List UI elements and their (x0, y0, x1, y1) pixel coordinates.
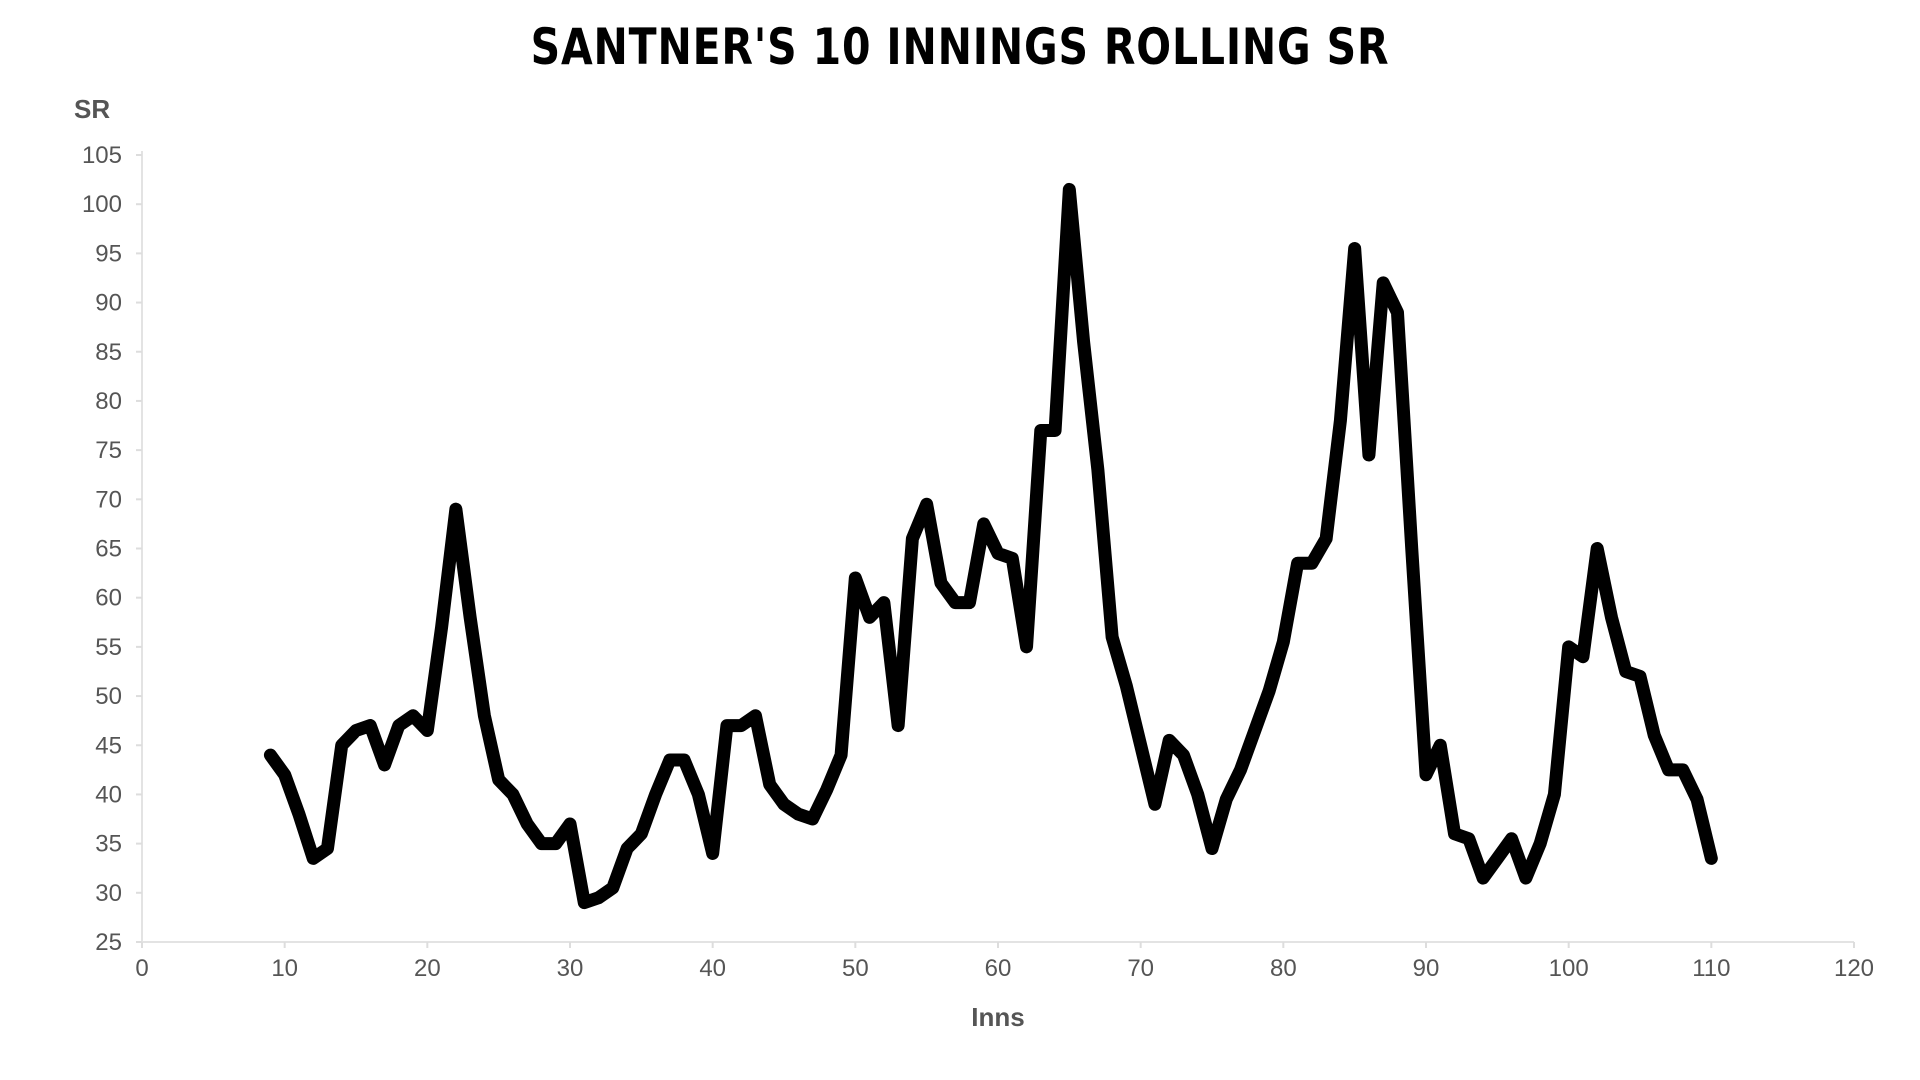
x-tick-label: 110 (1692, 955, 1730, 982)
y-tick-label: 45 (95, 732, 122, 759)
x-tick-label: 70 (1127, 955, 1154, 982)
x-tick-label: 20 (414, 955, 441, 982)
x-tick-label: 120 (1834, 955, 1874, 982)
x-tick-label: 80 (1270, 955, 1297, 982)
y-tick-label: 80 (95, 388, 122, 415)
y-tick-label: 65 (95, 536, 122, 563)
y-tick-label: 25 (95, 929, 122, 956)
x-tick-label: 30 (557, 955, 584, 982)
x-tick-label: 10 (271, 955, 298, 982)
series-line (263, 182, 1718, 910)
y-tick-label: 85 (95, 339, 122, 366)
y-tick-label: 100 (82, 191, 122, 218)
y-tick-label: 90 (95, 290, 122, 317)
y-axis-title: SR (74, 94, 110, 124)
y-tick-label: 30 (95, 880, 122, 907)
x-tick-label: 90 (1413, 955, 1440, 982)
y-tick-label: 70 (95, 486, 122, 513)
y-tick-label: 40 (95, 781, 122, 808)
y-tick-label: 75 (95, 437, 122, 464)
x-tick-label: 50 (842, 955, 869, 982)
x-axis-title: Inns (971, 1002, 1024, 1032)
y-tick-label: 95 (95, 240, 122, 267)
x-tick-label: 40 (699, 955, 726, 982)
x-tick-label: 60 (985, 955, 1012, 982)
y-tick-label: 105 (82, 142, 122, 169)
x-tick-label: 0 (135, 955, 148, 982)
y-tick-label: 35 (95, 831, 122, 858)
y-tick-label: 50 (95, 683, 122, 710)
y-tick-label: 55 (95, 634, 122, 661)
y-tick-label: 60 (95, 585, 122, 612)
chart-title: SANTNER'S 10 INNINGS ROLLING SR (530, 18, 1390, 76)
x-tick-label: 100 (1549, 955, 1589, 982)
